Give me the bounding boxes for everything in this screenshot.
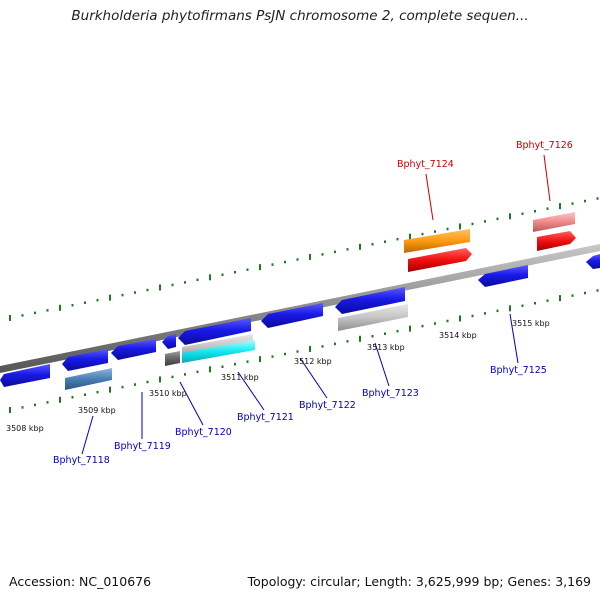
gene-label[interactable]: Bphyt_7120: [175, 427, 232, 438]
gene-arrow[interactable]: [533, 212, 575, 232]
accession-text: Accession: NC_010676: [9, 574, 152, 589]
gene-arrow[interactable]: [111, 339, 156, 360]
kbp-label: 3515 kbp: [512, 319, 550, 328]
label-connector: [179, 381, 204, 426]
gene-label[interactable]: Bphyt_7119: [114, 441, 171, 452]
kbp-label: 3511 kbp: [221, 373, 259, 382]
label-connector: [425, 173, 434, 221]
kbp-label: 3513 kbp: [367, 343, 405, 352]
gene-label[interactable]: Bphyt_7125: [490, 365, 547, 376]
gene-arrow[interactable]: [404, 229, 470, 253]
label-connector: [237, 371, 265, 411]
gene-arrow[interactable]: [586, 254, 600, 269]
gene-arrow[interactable]: [62, 349, 108, 371]
map-title: Burkholderia phytofirmans PsJN chromosom…: [71, 8, 529, 24]
gene-arrow[interactable]: [261, 303, 323, 328]
kbp-label: 3510 kbp: [149, 389, 187, 398]
label-connector: [543, 154, 551, 202]
topology-text: Topology: circular; Length: 3,625,999 bp…: [247, 574, 591, 589]
label-connector: [374, 342, 390, 387]
kbp-label: 3512 kbp: [294, 357, 332, 366]
gene-label[interactable]: Bphyt_7118: [53, 455, 110, 466]
gene-label[interactable]: Bphyt_7122: [299, 400, 356, 411]
kbp-labels: 3508 kbp 3509 kbp 3510 kbp 3511 kbp 3512 kbp…: [6, 319, 550, 433]
gene-arrow[interactable]: [182, 340, 255, 363]
label-connector: [81, 415, 94, 455]
label-connectors: [81, 154, 551, 455]
gene-arrow[interactable]: [408, 248, 472, 272]
gene-arrow[interactable]: [338, 304, 408, 331]
gene-features[interactable]: [0, 212, 600, 390]
gene-arrow[interactable]: [0, 364, 50, 387]
gene-arrow[interactable]: [478, 265, 528, 287]
label-connector: [509, 313, 519, 364]
gene-label[interactable]: Bphyt_7126: [516, 140, 573, 151]
gene-label[interactable]: Bphyt_7124: [397, 159, 454, 170]
gene-label[interactable]: Bphyt_7121: [237, 412, 294, 423]
gene-arrow[interactable]: [537, 231, 576, 251]
kbp-label: 3509 kbp: [78, 406, 116, 415]
gene-arrow[interactable]: [335, 287, 405, 314]
kbp-label: 3508 kbp: [6, 424, 44, 433]
gene-arrow[interactable]: [65, 368, 112, 390]
kbp-label: 3514 kbp: [439, 331, 477, 340]
gene-arrow[interactable]: [165, 351, 180, 366]
label-connector: [299, 357, 328, 399]
tick-track-upper: [9, 197, 599, 321]
gene-arrow[interactable]: [178, 318, 251, 345]
tick-track-lower: [9, 289, 599, 413]
gene-labels: Bphyt_7118 Bphyt_7119 Bphyt_7120 Bphyt_7121…: [53, 140, 573, 466]
gene-arrow[interactable]: [162, 334, 176, 349]
gene-label[interactable]: Bphyt_7123: [362, 388, 419, 399]
